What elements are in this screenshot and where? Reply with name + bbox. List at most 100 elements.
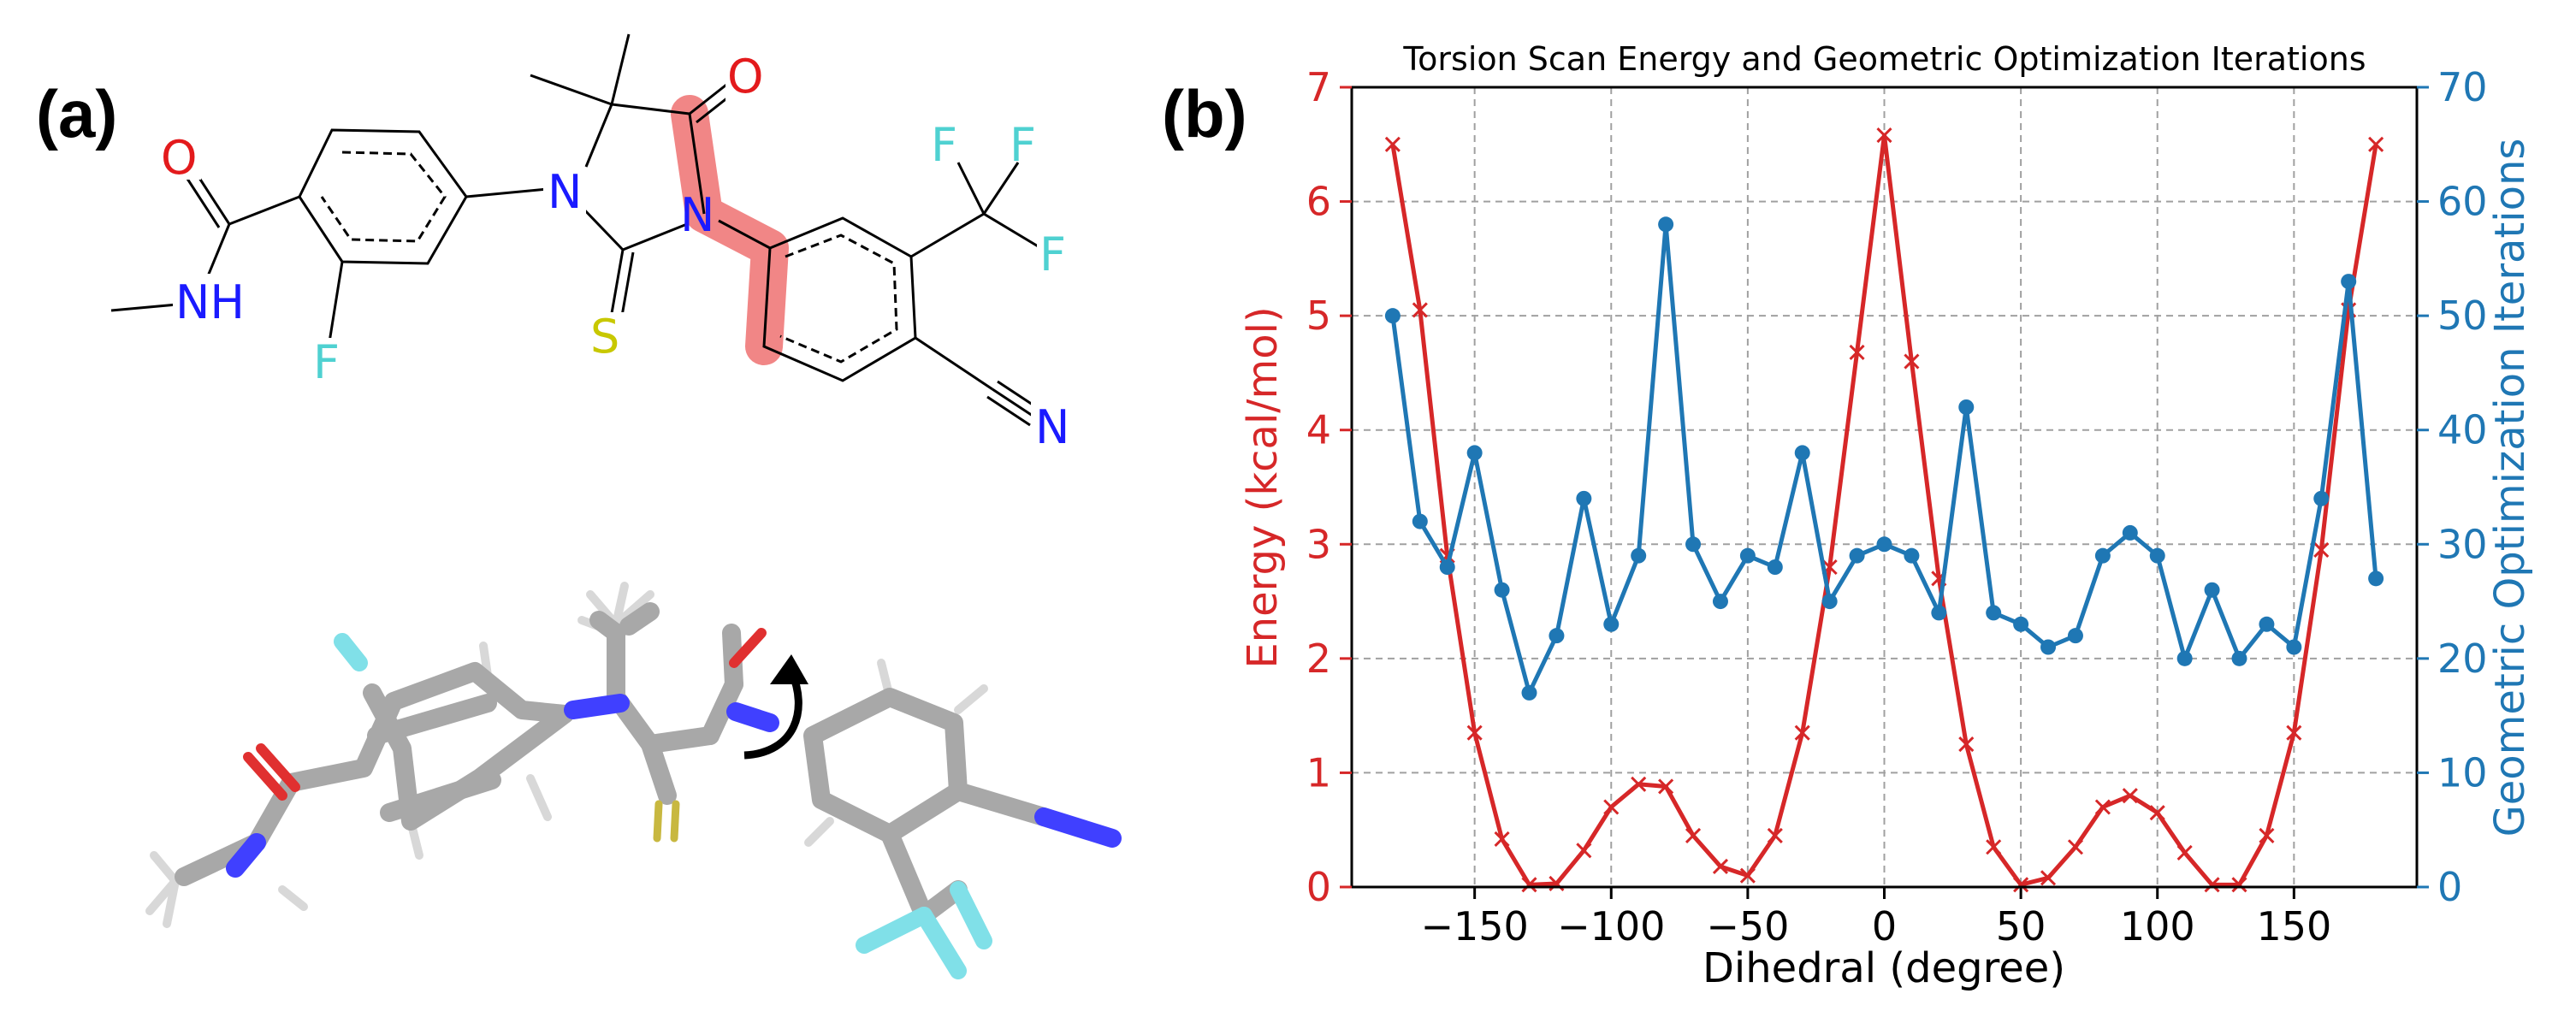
energy-point: [2231, 877, 2247, 893]
energy-marker-stroke: [2067, 839, 2084, 855]
energy-point: [1494, 831, 1510, 847]
energy-marker-stroke: [1576, 843, 1592, 859]
molecule-2d-diagram: O NH F N N S O F F F N: [110, 33, 1075, 454]
atom-nh: NH: [175, 275, 245, 329]
iterations-point: [2259, 616, 2275, 632]
iterations-point: [1986, 605, 2002, 621]
y-tick-label: 2: [1306, 636, 1331, 682]
rotation-arrow: [743, 654, 808, 760]
energy-point: [2286, 724, 2302, 741]
energy-marker-stroke: [2368, 136, 2384, 152]
x-axis-ticks: −150 −100 −50 0 50 100 150: [1420, 887, 2331, 949]
iterations-point: [1576, 490, 1592, 506]
y2-tick-label: 10: [2437, 749, 2488, 795]
y-tick-label: 5: [1306, 293, 1331, 339]
iterations-point: [2040, 639, 2057, 655]
atom-n-2: N: [680, 188, 714, 242]
iterations-point: [2013, 616, 2029, 632]
energy-point: [1384, 136, 1401, 152]
energy-point: [1904, 353, 1920, 370]
iterations-point: [2176, 650, 2193, 666]
iterations-point: [2149, 547, 2165, 564]
energy-marker-stroke: [1712, 858, 1729, 875]
y2-tick-label: 20: [2437, 636, 2488, 682]
y-tick-label: 7: [1306, 64, 1331, 110]
energy-marker-stroke: [2204, 877, 2220, 893]
iterations-point: [2341, 274, 2357, 290]
energy-marker-stroke: [2013, 877, 2029, 893]
x-tick-label: −50: [1706, 903, 1789, 949]
energy-marker-stroke: [1658, 778, 1674, 795]
atom-f-left: F: [313, 335, 340, 389]
atom-f-top-1: F: [931, 118, 957, 172]
carbon-sticks: [175, 602, 1053, 925]
iterations-point: [1958, 399, 1975, 415]
energy-point: [1739, 867, 1756, 884]
iterations-point: [1603, 616, 1620, 632]
energy-point: [2204, 877, 2220, 893]
energy-marker-stroke: [1631, 776, 1647, 792]
iterations-point: [1384, 308, 1401, 324]
energy-marker-stroke: [1794, 724, 1810, 741]
iterations-point: [2204, 582, 2220, 598]
atom-o-carbonyl: O: [727, 50, 764, 104]
energy-marker-stroke: [1986, 839, 2002, 855]
y2-tick-label: 40: [2437, 407, 2488, 453]
y2-tick-label: 30: [2437, 521, 2488, 567]
iterations-point: [1521, 684, 1537, 701]
y2-tick-label: 70: [2437, 64, 2488, 110]
iterations-point: [1739, 547, 1756, 564]
iterations-point: [2286, 639, 2302, 655]
atom-s: S: [590, 310, 619, 364]
iterations-point: [2313, 490, 2330, 506]
iterations-point: [1821, 594, 1838, 610]
energy-marker-stroke: [1521, 877, 1537, 893]
y-tick-label: 3: [1306, 521, 1331, 567]
y-tick-label: 4: [1306, 407, 1331, 453]
chart-title: Torsion Scan Energy and Geometric Optimi…: [1402, 40, 2366, 78]
atom-o-amide: O: [161, 131, 198, 185]
energy-marker-stroke: [2231, 877, 2247, 893]
energy-marker-stroke: [1876, 127, 1892, 144]
energy-point: [1712, 858, 1729, 875]
iterations-point: [2368, 571, 2384, 587]
energy-point: [1685, 827, 1702, 843]
oxygen-sticks: [243, 628, 767, 801]
energy-marker-stroke: [1685, 827, 1702, 843]
molecule-3d-model: [145, 582, 1122, 979]
x-axis-label: Dihedral (degree): [1703, 944, 2065, 992]
energy-marker-stroke: [2313, 541, 2330, 559]
energy-point: [1466, 724, 1483, 741]
energy-point: [2313, 541, 2330, 559]
energy-point: [1794, 724, 1810, 741]
energy-point: [1986, 839, 2002, 855]
iterations-point: [1494, 582, 1510, 598]
iterations-series: [1384, 216, 2384, 701]
iterations-point: [2231, 650, 2247, 666]
energy-point: [2149, 805, 2165, 821]
y-axis-right-ticks: 0 10 20 30 40 50 60 70: [2417, 64, 2488, 910]
panel-label-a: (a): [36, 76, 118, 151]
energy-marker-stroke: [2040, 870, 2057, 886]
energy-point: [2259, 827, 2275, 843]
y-axis-left-ticks: 0 1 2 3 4 5 6 7: [1306, 64, 1352, 910]
atom-labels: O NH F N N S O F F F N: [158, 50, 1075, 454]
iterations-point: [1931, 605, 1947, 621]
x-tick-label: −100: [1557, 903, 1665, 949]
energy-point: [2176, 844, 2193, 861]
energy-marker-stroke: [1739, 867, 1756, 884]
y-tick-label: 0: [1306, 864, 1331, 910]
energy-point: [1412, 302, 1428, 318]
atom-f-top-2: F: [1010, 118, 1036, 172]
y-tick-label: 6: [1306, 179, 1331, 225]
fluorine-sticks: [334, 633, 992, 979]
iterations-point: [1904, 547, 1920, 564]
iterations-point: [1849, 547, 1865, 564]
energy-marker-stroke: [2259, 827, 2275, 843]
energy-marker-stroke: [1466, 724, 1483, 741]
y-tick-label: 1: [1306, 749, 1331, 795]
iterations-point: [1439, 559, 1455, 575]
hydrogen-sticks: [145, 582, 988, 928]
y2-tick-label: 0: [2437, 864, 2462, 910]
energy-point: [1658, 778, 1674, 795]
